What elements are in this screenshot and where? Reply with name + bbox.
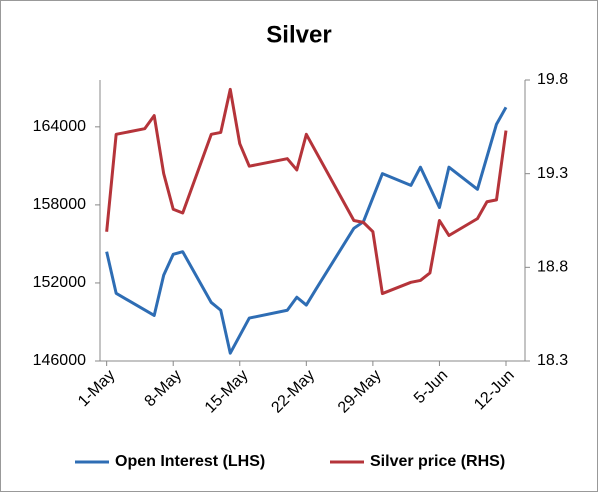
y-tick-label: 164000 — [33, 118, 86, 135]
y2-tick-label: 19.8 — [537, 71, 568, 88]
y2-tick-label: 18.8 — [537, 259, 568, 276]
series-line — [105, 106, 508, 355]
y-tick-label: 152000 — [33, 274, 86, 291]
y-tick-label: 146000 — [33, 352, 86, 369]
legend-label: Silver price (RHS) — [370, 453, 505, 470]
y2-tick-label: 19.3 — [537, 165, 568, 182]
series-line — [105, 87, 508, 296]
legend-label: Open Interest (LHS) — [115, 453, 265, 470]
chart-title: Silver — [266, 21, 331, 48]
y2-tick-label: 18.3 — [537, 352, 568, 369]
y-tick-label: 158000 — [33, 196, 86, 213]
